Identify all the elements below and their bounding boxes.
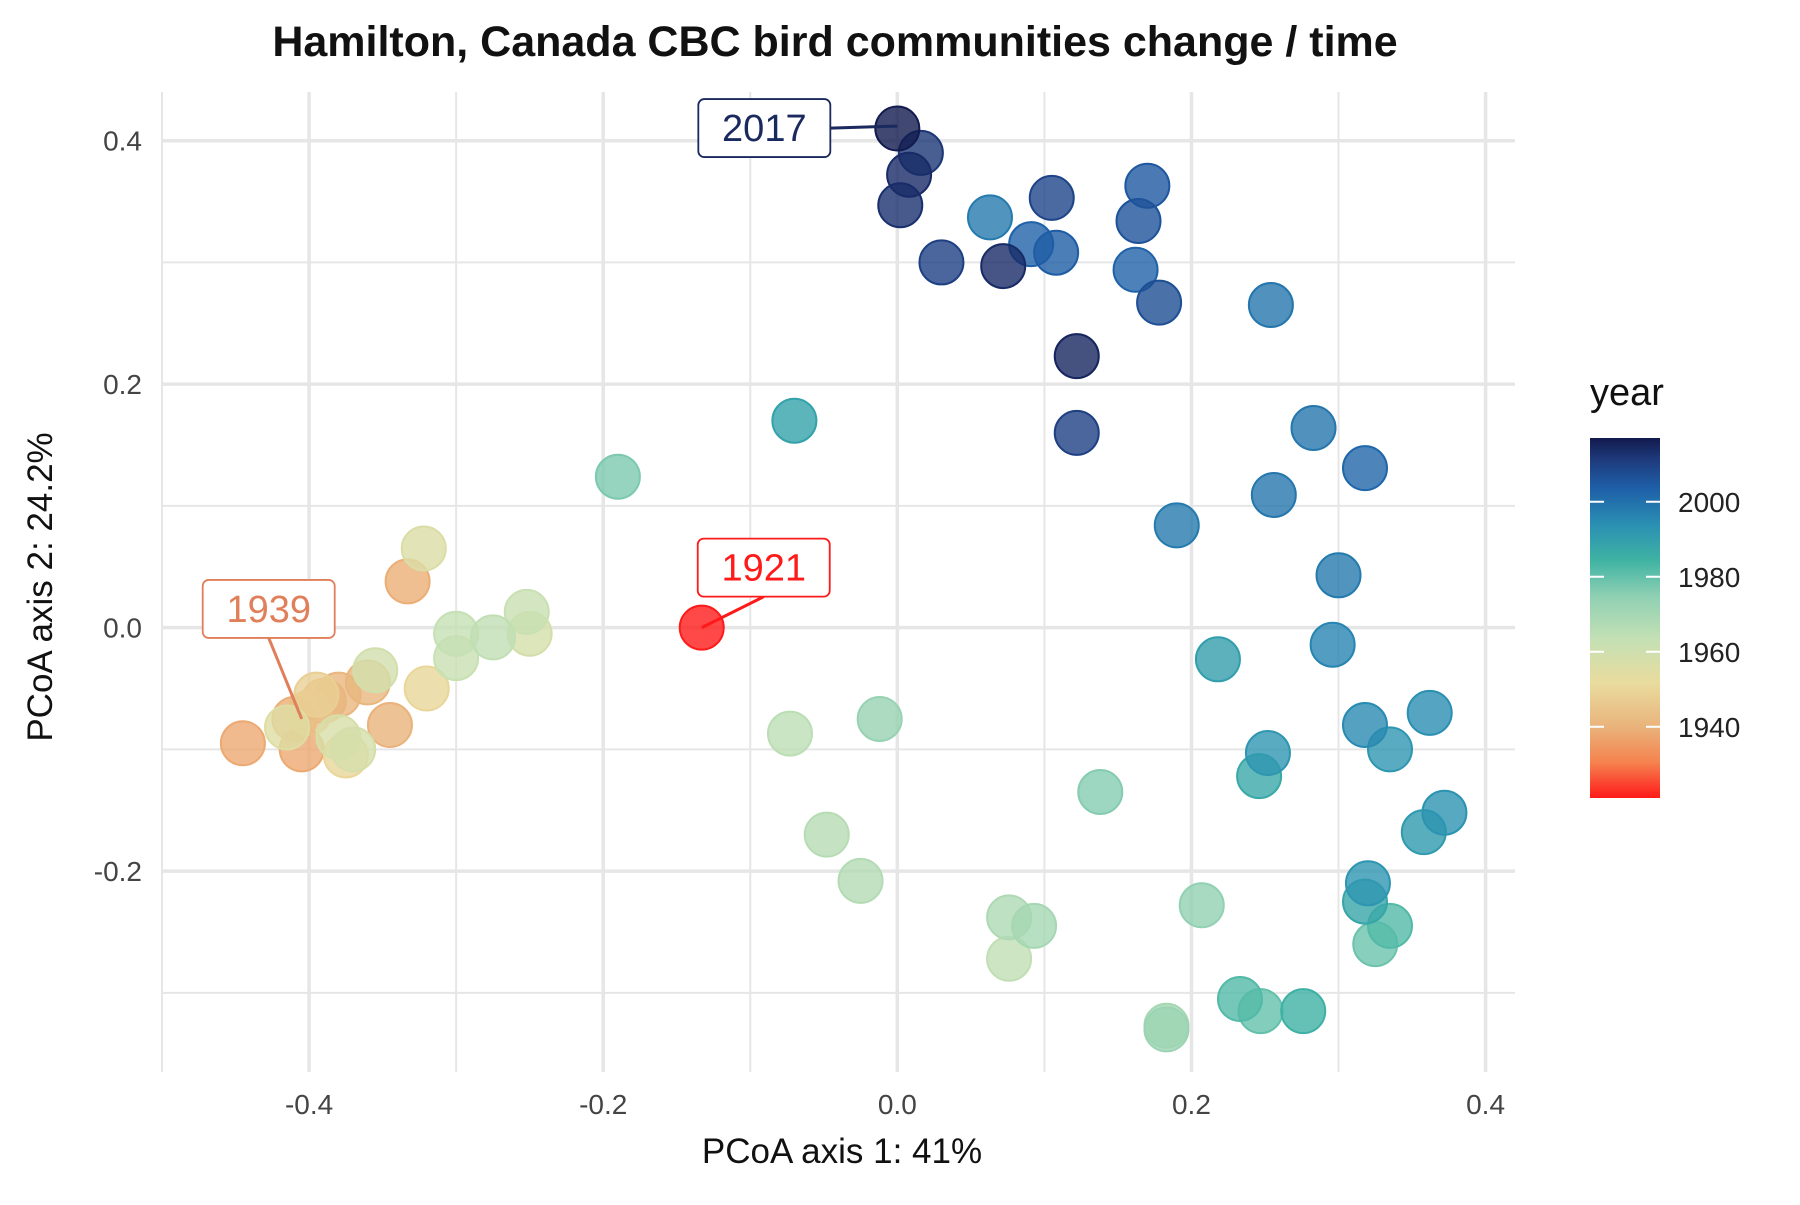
- data-point: [803, 811, 850, 858]
- callout-label: 1939: [226, 589, 311, 631]
- callout-leader-line: [701, 595, 765, 629]
- data-point: [771, 397, 818, 444]
- callout-box: [697, 98, 832, 158]
- data-point: [330, 726, 377, 773]
- x-axis-ticks: -0.4 -0.2 0.0 0.2 0.4: [285, 1089, 1505, 1120]
- y-axis-title: PCoA axis 2: 24.2%: [21, 432, 60, 741]
- data-point: [1244, 730, 1291, 777]
- data-point: [1280, 988, 1327, 1035]
- chart-title: Hamilton, Canada CBC bird communities ch…: [272, 18, 1397, 66]
- data-point: [1143, 1006, 1190, 1053]
- data-point: [403, 665, 450, 712]
- grid-lines: [161, 92, 1515, 1072]
- data-points: [219, 105, 1468, 1053]
- y-tick-label: 0.0: [103, 613, 142, 644]
- data-point: [503, 588, 550, 635]
- data-point: [594, 453, 641, 500]
- data-point: [1344, 860, 1391, 907]
- legend-colorbar: [1590, 438, 1660, 798]
- callout-leader-line: [267, 637, 304, 720]
- data-point: [1341, 445, 1388, 492]
- data-point: [1053, 333, 1100, 380]
- data-point: [966, 194, 1013, 241]
- data-point: [1136, 279, 1183, 326]
- callout-label: 2017: [722, 108, 807, 150]
- data-point: [1194, 636, 1241, 683]
- data-point: [264, 704, 311, 751]
- x-axis-title: PCoA axis 1: 41%: [702, 1132, 982, 1171]
- data-point: [856, 695, 903, 742]
- x-tick-label: 0.0: [878, 1089, 917, 1120]
- data-point: [918, 239, 965, 286]
- y-tick-label: 0.2: [103, 369, 142, 400]
- y-tick-label: -0.2: [94, 856, 142, 887]
- data-point: [1421, 789, 1468, 836]
- callout-leader-line: [830, 124, 898, 130]
- x-tick-label: -0.4: [285, 1089, 333, 1120]
- color-legend: year 1940 1960 1980 2000: [1590, 372, 1740, 798]
- callout-box: [696, 537, 831, 598]
- data-point: [400, 525, 447, 572]
- data-point: [469, 614, 516, 661]
- data-point: [1309, 621, 1356, 668]
- callout-box: [201, 579, 336, 639]
- data-point: [293, 671, 340, 718]
- data-point: [1153, 502, 1200, 549]
- y-tick-label: 0.4: [103, 126, 142, 157]
- data-point: [1250, 471, 1297, 518]
- data-point: [1011, 902, 1058, 949]
- data-point: [219, 720, 266, 767]
- data-point: [1216, 975, 1263, 1022]
- year-callouts: 1921 1939 2017: [201, 98, 898, 720]
- data-point: [980, 243, 1027, 290]
- legend-tick-label: 1980: [1678, 562, 1740, 593]
- legend-title: year: [1590, 372, 1664, 414]
- data-point: [1178, 882, 1225, 929]
- legend-ticks: 1940 1960 1980 2000: [1590, 487, 1740, 743]
- y-axis-ticks: -0.2 0.0 0.2 0.4: [94, 126, 142, 887]
- data-point: [1115, 198, 1162, 245]
- callout-label: 1921: [721, 548, 806, 590]
- data-point: [1112, 246, 1159, 293]
- x-tick-label: 0.4: [1466, 1089, 1505, 1120]
- data-point: [1028, 174, 1075, 221]
- legend-tick-label: 1940: [1678, 712, 1740, 743]
- data-point: [1033, 229, 1080, 276]
- legend-tick-label: 2000: [1678, 487, 1740, 518]
- data-point: [366, 702, 413, 749]
- data-point: [1077, 769, 1124, 815]
- data-point: [1315, 552, 1362, 599]
- data-point: [874, 105, 921, 152]
- data-point: [1053, 409, 1100, 456]
- data-point: [837, 857, 884, 904]
- legend-tick-label: 1960: [1678, 637, 1740, 668]
- data-point: [1341, 702, 1388, 749]
- x-tick-label: -0.2: [579, 1089, 627, 1120]
- data-point: [1247, 282, 1294, 329]
- data-point: [1406, 689, 1453, 736]
- data-point: [352, 647, 399, 694]
- data-point: [1290, 405, 1337, 451]
- data-point: [766, 710, 813, 757]
- data-point: [886, 151, 933, 198]
- x-tick-label: 0.2: [1172, 1089, 1211, 1120]
